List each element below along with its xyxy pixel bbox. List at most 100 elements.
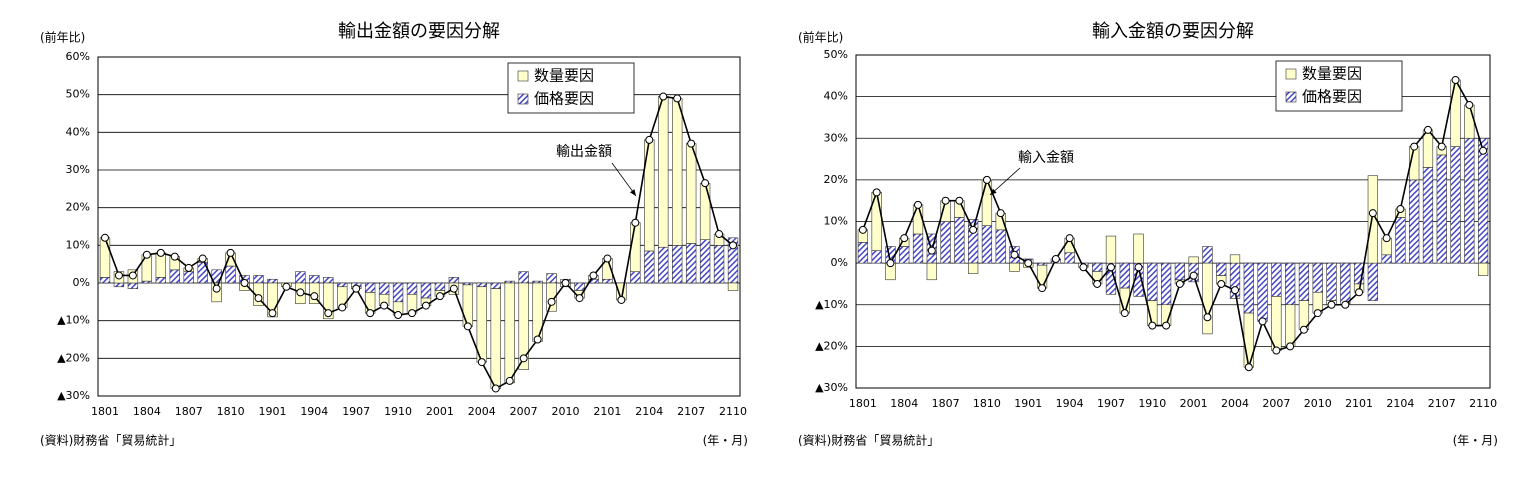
total-line xyxy=(862,77,1484,368)
line-marker xyxy=(1451,75,1460,84)
bar xyxy=(1464,137,1475,264)
legend-box xyxy=(1275,60,1403,112)
arrow-head xyxy=(990,188,997,195)
source-note: (資料)財務省「貿易統計」 xyxy=(40,433,181,448)
plot-area xyxy=(97,56,741,397)
y-tick-label: 0% xyxy=(831,256,848,269)
y-tick-label: ▲10% xyxy=(815,298,848,311)
line-marker xyxy=(996,209,1005,218)
bar xyxy=(490,288,501,389)
line-marker xyxy=(394,311,403,320)
bar xyxy=(1188,256,1199,264)
line-marker xyxy=(1203,313,1212,322)
bar xyxy=(1367,262,1378,301)
x-tick-label: 1807 xyxy=(175,405,203,418)
x-tick-label: 2004 xyxy=(468,405,496,418)
bar xyxy=(155,277,166,284)
line-marker xyxy=(100,233,109,242)
bar xyxy=(1436,154,1447,264)
line-marker xyxy=(268,309,277,318)
x-tick-label: 1904 xyxy=(1056,397,1084,410)
line-marker xyxy=(282,282,291,291)
line-marker xyxy=(1038,284,1047,293)
bar xyxy=(546,282,557,312)
y-tick-label: 20% xyxy=(66,201,90,214)
line-marker xyxy=(872,188,881,197)
line-marker xyxy=(1120,309,1129,318)
y-tick-label: 30% xyxy=(824,131,848,144)
line-marker xyxy=(324,309,333,318)
line-marker xyxy=(955,196,964,205)
bar xyxy=(926,262,937,281)
total-line xyxy=(104,95,734,390)
bar xyxy=(871,250,882,264)
bar xyxy=(462,284,474,327)
bar xyxy=(1092,262,1103,272)
bar xyxy=(364,282,376,293)
bar xyxy=(546,273,557,284)
line-marker xyxy=(1313,309,1322,318)
line-marker xyxy=(435,292,444,301)
line-marker xyxy=(659,92,668,101)
bar xyxy=(490,282,501,289)
bar xyxy=(1340,262,1351,306)
line-marker xyxy=(184,263,193,272)
line-marker xyxy=(128,271,137,280)
x-tick-label: 1901 xyxy=(1014,397,1042,410)
bar xyxy=(658,96,669,248)
bar xyxy=(99,277,111,284)
line-marker xyxy=(858,225,867,234)
bar xyxy=(267,278,278,284)
bar xyxy=(1105,235,1117,264)
bar xyxy=(1285,304,1296,347)
bar xyxy=(672,98,683,246)
legend-swatch xyxy=(1285,68,1297,80)
x-tick-label: 1801 xyxy=(849,397,877,410)
bar xyxy=(1381,254,1392,264)
y-tick-label: 50% xyxy=(66,88,90,101)
bar xyxy=(1477,262,1489,276)
line-marker xyxy=(617,295,626,304)
bar xyxy=(699,239,711,284)
bar xyxy=(1216,262,1227,276)
line-marker xyxy=(914,200,923,209)
annotation: 輸出金額 xyxy=(556,144,612,160)
bar xyxy=(727,282,739,291)
line-marker xyxy=(673,94,682,103)
line-marker xyxy=(1410,142,1419,151)
bar xyxy=(1422,129,1434,168)
x-tick-label: 2001 xyxy=(1180,397,1208,410)
line-marker xyxy=(1134,263,1143,272)
bar xyxy=(1202,262,1213,335)
line-marker xyxy=(114,271,123,280)
bar xyxy=(253,275,264,284)
y-tick-label: 30% xyxy=(66,163,90,176)
bar xyxy=(1367,175,1378,264)
bar xyxy=(1326,262,1337,301)
y-tick-label: 50% xyxy=(824,48,848,61)
line-marker xyxy=(645,135,654,144)
annotation-arrow xyxy=(611,162,637,197)
bar xyxy=(1298,262,1310,301)
bar xyxy=(518,282,529,370)
bar xyxy=(406,282,418,295)
bar xyxy=(968,262,979,274)
line-marker xyxy=(1258,317,1267,326)
line-marker xyxy=(1299,325,1308,334)
bar xyxy=(995,229,1006,264)
line-marker xyxy=(366,309,375,318)
bar xyxy=(1036,262,1048,266)
x-tick-label: 1910 xyxy=(1138,397,1166,410)
bar xyxy=(127,282,139,289)
line-marker xyxy=(1231,286,1240,295)
x-tick-label: 1810 xyxy=(973,397,1001,410)
x-tick-label: 1810 xyxy=(217,405,245,418)
bar xyxy=(1243,312,1254,368)
bar xyxy=(1271,262,1282,297)
y-tick-label: 0% xyxy=(73,276,90,289)
line-marker xyxy=(1079,263,1088,272)
line-marker xyxy=(1272,346,1281,355)
line-marker xyxy=(1244,363,1253,372)
x-tick-label: 2101 xyxy=(1345,397,1373,410)
bar xyxy=(1464,104,1475,139)
